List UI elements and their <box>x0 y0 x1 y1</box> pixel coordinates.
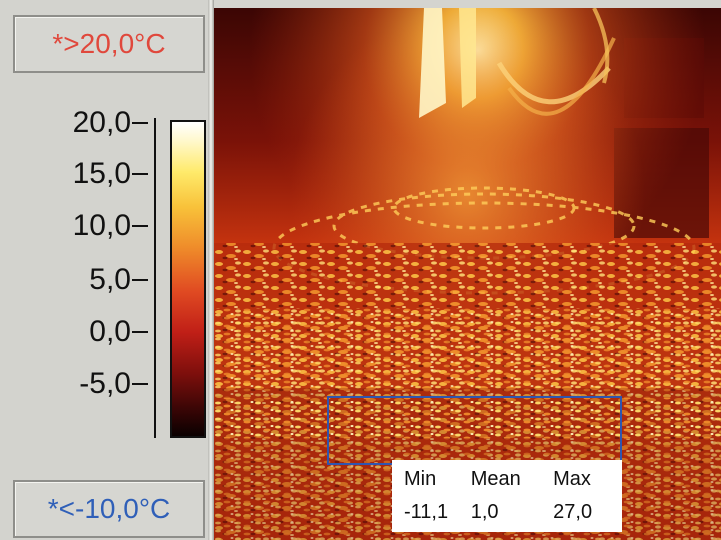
thermal-image-canvas <box>214 8 721 540</box>
roi-statistics-box: Min Mean Max -11,1 1,0 27,0 <box>392 460 622 532</box>
thermal-image[interactable]: Min Mean Max -11,1 1,0 27,0 <box>214 8 721 540</box>
tick-label: 5,0 <box>89 263 131 296</box>
temperature-scale: 20,0 15,0 10,0 5,0 0,0 -5,0 <box>0 106 213 438</box>
scale-axis <box>154 118 156 438</box>
lower-limit-label: *<-10,0°C <box>47 493 171 524</box>
stat-value-min: -11,1 <box>404 501 449 523</box>
tick-mark <box>132 173 148 175</box>
color-palette-bar <box>170 120 206 438</box>
stat-header-min: Min <box>404 468 437 490</box>
tick-label: 10,0 <box>72 209 131 242</box>
tick-label: 15,0 <box>72 157 131 190</box>
panel-divider[interactable] <box>208 0 214 540</box>
stat-value-max: 27,0 <box>553 501 593 523</box>
tick-mark <box>132 383 148 385</box>
stat-header-max: Max <box>553 468 591 490</box>
tick-label: 20,0 <box>72 106 131 139</box>
temperature-scale-panel: *>20,0°C 20,0 15,0 10,0 5,0 0,0 -5,0 *<-… <box>0 0 213 540</box>
tick-label: 0,0 <box>89 315 131 348</box>
tick-mark <box>132 122 148 124</box>
tick-mark <box>132 225 148 227</box>
stat-header-mean: Mean <box>470 468 521 490</box>
tick-label: -5,0 <box>79 367 131 400</box>
tick-mark <box>132 331 148 333</box>
upper-limit-field[interactable]: *>20,0°C <box>13 15 205 73</box>
tick-mark <box>132 279 148 281</box>
upper-limit-label: *>20,0°C <box>52 28 166 59</box>
stat-value-mean: 1,0 <box>470 501 499 523</box>
lower-limit-field[interactable]: *<-10,0°C <box>13 480 205 538</box>
roi-rectangle[interactable] <box>327 396 622 465</box>
